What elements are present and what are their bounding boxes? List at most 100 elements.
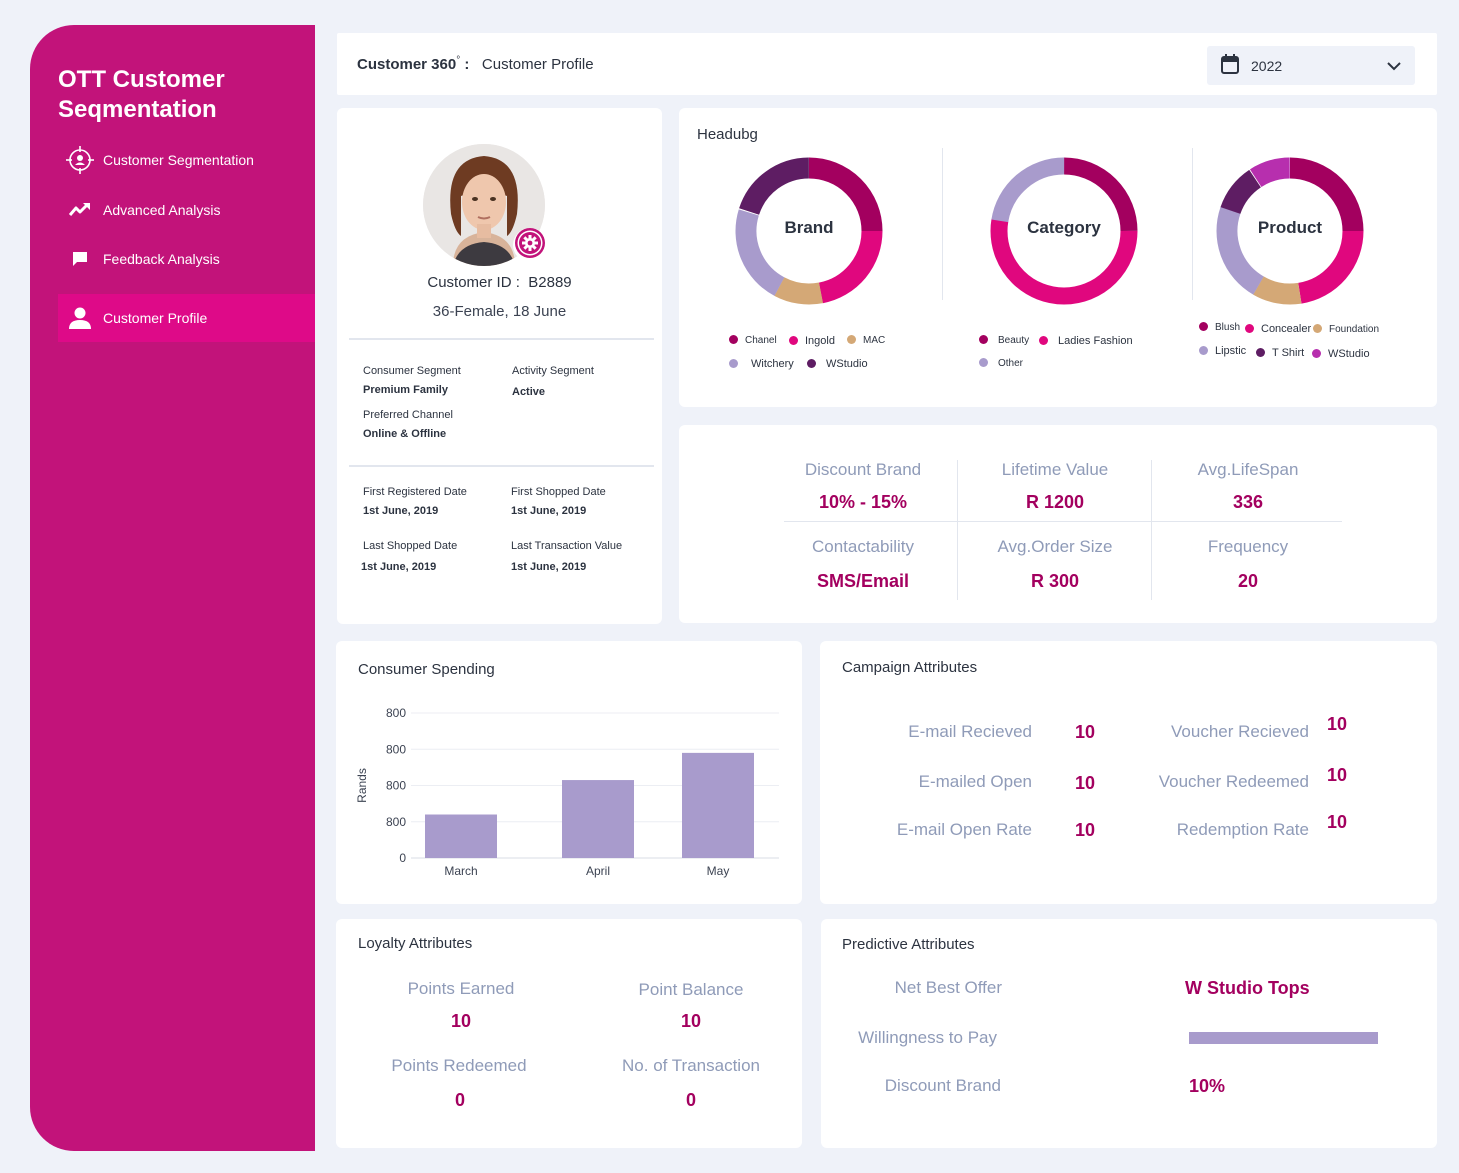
metric-value: 0: [685, 1090, 696, 1110]
product-slice-wstudio: [1216, 157, 1364, 305]
divider: [349, 338, 654, 340]
no-of-transaction: No. of Transaction 0: [596, 1056, 786, 1111]
user-icon: [62, 306, 98, 330]
consumer-spending-chart: 800 800 800 800 0 Rands March April May: [355, 706, 779, 878]
profile-card: Customer ID : B2889 36-Female, 18 June C…: [337, 108, 662, 624]
willingness-label: Willingness to Pay: [858, 1028, 997, 1047]
metric-label: Avg.LifeSpan: [1197, 460, 1299, 479]
discount-brand-label: Discount Brand: [884, 1076, 1001, 1095]
spending-title: Consumer Spending: [358, 661, 495, 678]
metric-value: 10: [450, 1011, 472, 1031]
consumer-segment: Consumer Segment Premium Family: [363, 365, 461, 396]
divider: [1192, 148, 1193, 300]
x-tick-label: May: [707, 864, 730, 878]
discount-brand-value: 10%: [1189, 1076, 1226, 1096]
metric-value: R 300: [1030, 571, 1080, 591]
bar: [562, 780, 634, 858]
redemption-rate-value: 10: [1327, 812, 1348, 832]
divider: [957, 460, 958, 600]
first-registered-value: 1st June, 2019: [363, 505, 439, 517]
y-axis-label: Rands: [355, 768, 369, 803]
legend-item: Witchery: [729, 358, 794, 370]
metric-label: Points Redeemed: [391, 1056, 527, 1075]
consumer-segment-label: Consumer Segment: [363, 365, 461, 377]
first-shopped-value: 1st June, 2019: [511, 505, 587, 517]
preferred-channel: Preferred Channel Online & Offline: [363, 409, 453, 440]
year-select[interactable]: 2022: [1207, 46, 1415, 85]
email-received-label: E-mail Recieved: [908, 722, 1032, 741]
metric-discount-brand: Discount Brand 10% - 15%: [779, 460, 947, 513]
sidebar-item-customer-profile[interactable]: Customer Profile: [58, 294, 315, 342]
y-tick-label: 800: [386, 779, 406, 793]
points-redeemed: Points Redeemed 0: [364, 1056, 554, 1111]
product-slice-foundation: [1216, 157, 1364, 305]
metric-label: Lifetime Value: [1001, 460, 1109, 479]
brand-slice-ingold: [735, 157, 883, 305]
customer-id-label: Customer ID :: [427, 274, 520, 291]
redemption-rate-label: Redemption Rate: [1176, 820, 1309, 839]
consumer-segment-value: Premium Family: [363, 384, 448, 396]
points-earned: Points Earned 10: [366, 979, 556, 1032]
legend-item: T Shirt: [1256, 347, 1304, 359]
metric-label: Contactability: [811, 537, 915, 556]
first-registered-label: First Registered Date: [363, 486, 467, 498]
emailed-open-label: E-mailed Open: [918, 772, 1032, 791]
divider: [942, 148, 943, 300]
activity-segment-value: Active: [512, 386, 546, 398]
sidebar-item-customer-segmentation[interactable]: Customer Segmentation: [58, 136, 315, 184]
predictive-attributes-card: Predictive Attributes Net Best Offer W S…: [821, 919, 1437, 1148]
legend-item: Lipstic: [1199, 345, 1246, 357]
email-open-rate-value: 10: [1075, 820, 1096, 840]
x-tick-label: March: [444, 864, 477, 878]
campaign-title: Campaign Attributes: [842, 659, 978, 676]
predictive-title: Predictive Attributes: [842, 936, 975, 953]
y-tick-label: 800: [386, 815, 406, 829]
legend-item: MAC: [847, 335, 885, 346]
metric-value: 10: [680, 1011, 702, 1031]
emailed-open-value: 10: [1075, 773, 1096, 793]
voucher-redeemed-value: 10: [1327, 765, 1348, 785]
sidebar-item-label: Advanced Analysis: [103, 202, 221, 218]
brand-slice-witchery: [735, 157, 883, 305]
metric-value: SMS/Email: [816, 571, 910, 591]
first-registered-date: First Registered Date 1st June, 2019: [363, 486, 467, 517]
voucher-received-value: 10: [1327, 714, 1348, 734]
last-transaction-value-text: 1st June, 2019: [511, 561, 587, 573]
point-balance: Point Balance 10: [596, 980, 786, 1032]
sidebar-item-feedback-analysis[interactable]: Feedback Analysis: [58, 235, 315, 283]
sidebar-item-label: Feedback Analysis: [103, 251, 220, 267]
legend-item: Beauty: [979, 335, 1029, 346]
divider: [1151, 460, 1152, 600]
bar: [682, 752, 754, 858]
product-donut-label: Product: [1257, 218, 1323, 237]
trend-up-icon: [62, 202, 98, 218]
product-slice-concealer: [1216, 157, 1364, 305]
metric-label: Avg.Order Size: [997, 537, 1113, 556]
metric-value: 336: [1232, 492, 1264, 512]
legend-item: WStudio: [807, 358, 868, 370]
activity-segment: Activity Segment Active: [512, 365, 594, 398]
sidebar-item-advanced-analysis[interactable]: Advanced Analysis: [58, 186, 315, 234]
legend-item: WStudio: [1312, 348, 1370, 360]
voucher-received-label: Voucher Recieved: [1171, 722, 1309, 741]
legend-item: Ladies Fashion: [1039, 335, 1133, 347]
brand-donut-label: Brand: [784, 218, 834, 237]
metric-contactability: Contactability SMS/Email: [779, 537, 947, 592]
donut-charts-card: Headubg Brand Category Product: [679, 108, 1437, 407]
title-separator: :: [460, 56, 470, 73]
legend-item: Other: [979, 358, 1023, 369]
page-title-main: Customer 360: [357, 56, 457, 73]
legend-item: Ingold: [789, 335, 835, 347]
app-title: OTT Customer Seqmentation: [58, 65, 225, 125]
last-shopped-label: Last Shopped Date: [363, 540, 458, 552]
legend-item: Blush: [1199, 322, 1240, 333]
x-tick-label: April: [586, 864, 610, 878]
category-donut-label: Category: [1027, 218, 1101, 237]
settings-badge[interactable]: [513, 227, 547, 262]
y-tick-label: 800: [386, 742, 406, 756]
category-slice-ladies-fashion: [990, 157, 1138, 305]
product-donut: [1216, 157, 1364, 305]
activity-segment-label: Activity Segment: [512, 365, 594, 377]
metric-lifetime-value: Lifetime Value R 1200: [971, 460, 1139, 513]
metric-label: Point Balance: [638, 980, 744, 999]
